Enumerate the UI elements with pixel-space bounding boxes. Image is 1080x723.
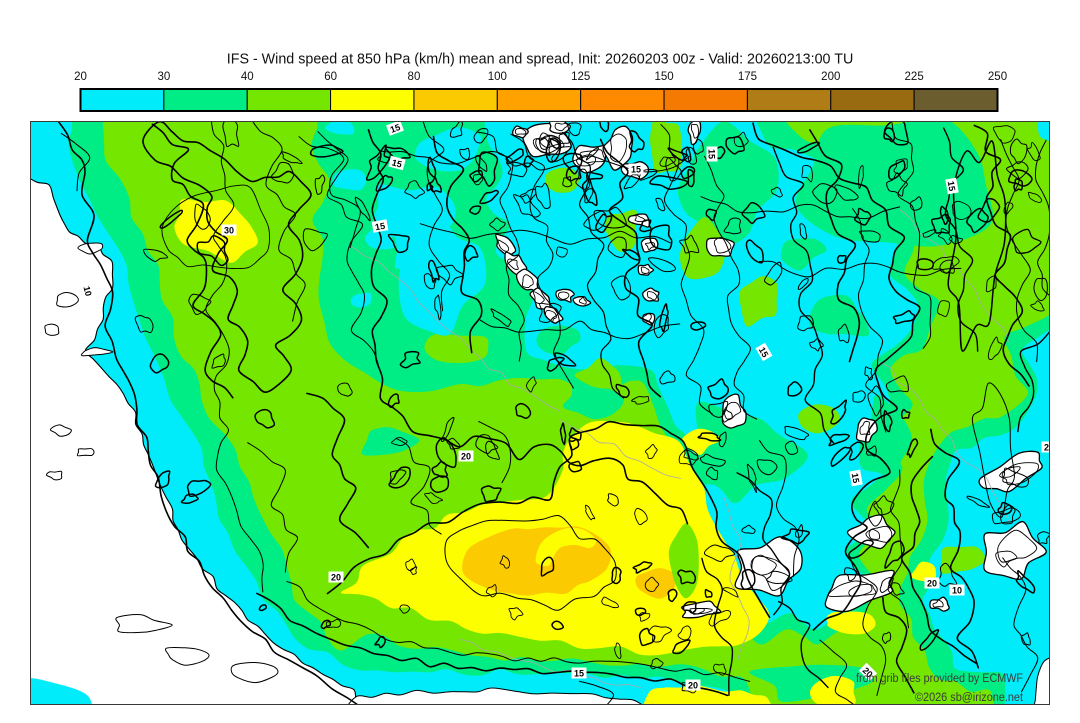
svg-text:15: 15: [389, 122, 402, 135]
svg-text:15: 15: [574, 669, 584, 679]
svg-text:20: 20: [74, 71, 87, 83]
svg-text:250: 250: [988, 71, 1007, 83]
svg-text:10: 10: [81, 285, 93, 297]
svg-text:15: 15: [374, 221, 386, 233]
svg-text:175: 175: [738, 71, 757, 83]
svg-text:30: 30: [157, 71, 170, 83]
svg-text:from grib files provided by EC: from grib files provided by ECMWF: [856, 671, 1023, 685]
svg-text:20: 20: [461, 452, 471, 462]
svg-text:60: 60: [324, 71, 337, 83]
svg-text:100: 100: [488, 71, 507, 83]
svg-text:30: 30: [224, 226, 234, 236]
svg-text:20: 20: [927, 579, 937, 589]
svg-text:20: 20: [331, 573, 341, 583]
svg-text:15: 15: [707, 149, 717, 159]
svg-text:80: 80: [408, 71, 421, 83]
svg-text:15: 15: [391, 157, 403, 169]
svg-text:10: 10: [952, 586, 962, 596]
svg-text:©2026 sb@irizone.net: ©2026 sb@irizone.net: [915, 690, 1024, 704]
svg-text:15: 15: [850, 472, 862, 484]
svg-text:200: 200: [821, 71, 840, 83]
svg-text:40: 40: [241, 71, 254, 83]
svg-text:15: 15: [946, 180, 958, 192]
svg-text:IFS - Wind speed at 850 hPa (k: IFS - Wind speed at 850 hPa (km/h) mean …: [227, 52, 854, 68]
svg-text:20: 20: [688, 681, 698, 691]
svg-text:20: 20: [1044, 443, 1054, 453]
svg-text:125: 125: [571, 71, 590, 83]
svg-text:15: 15: [631, 165, 641, 175]
svg-text:150: 150: [654, 71, 673, 83]
svg-text:15: 15: [757, 345, 771, 359]
svg-text:225: 225: [905, 71, 924, 83]
